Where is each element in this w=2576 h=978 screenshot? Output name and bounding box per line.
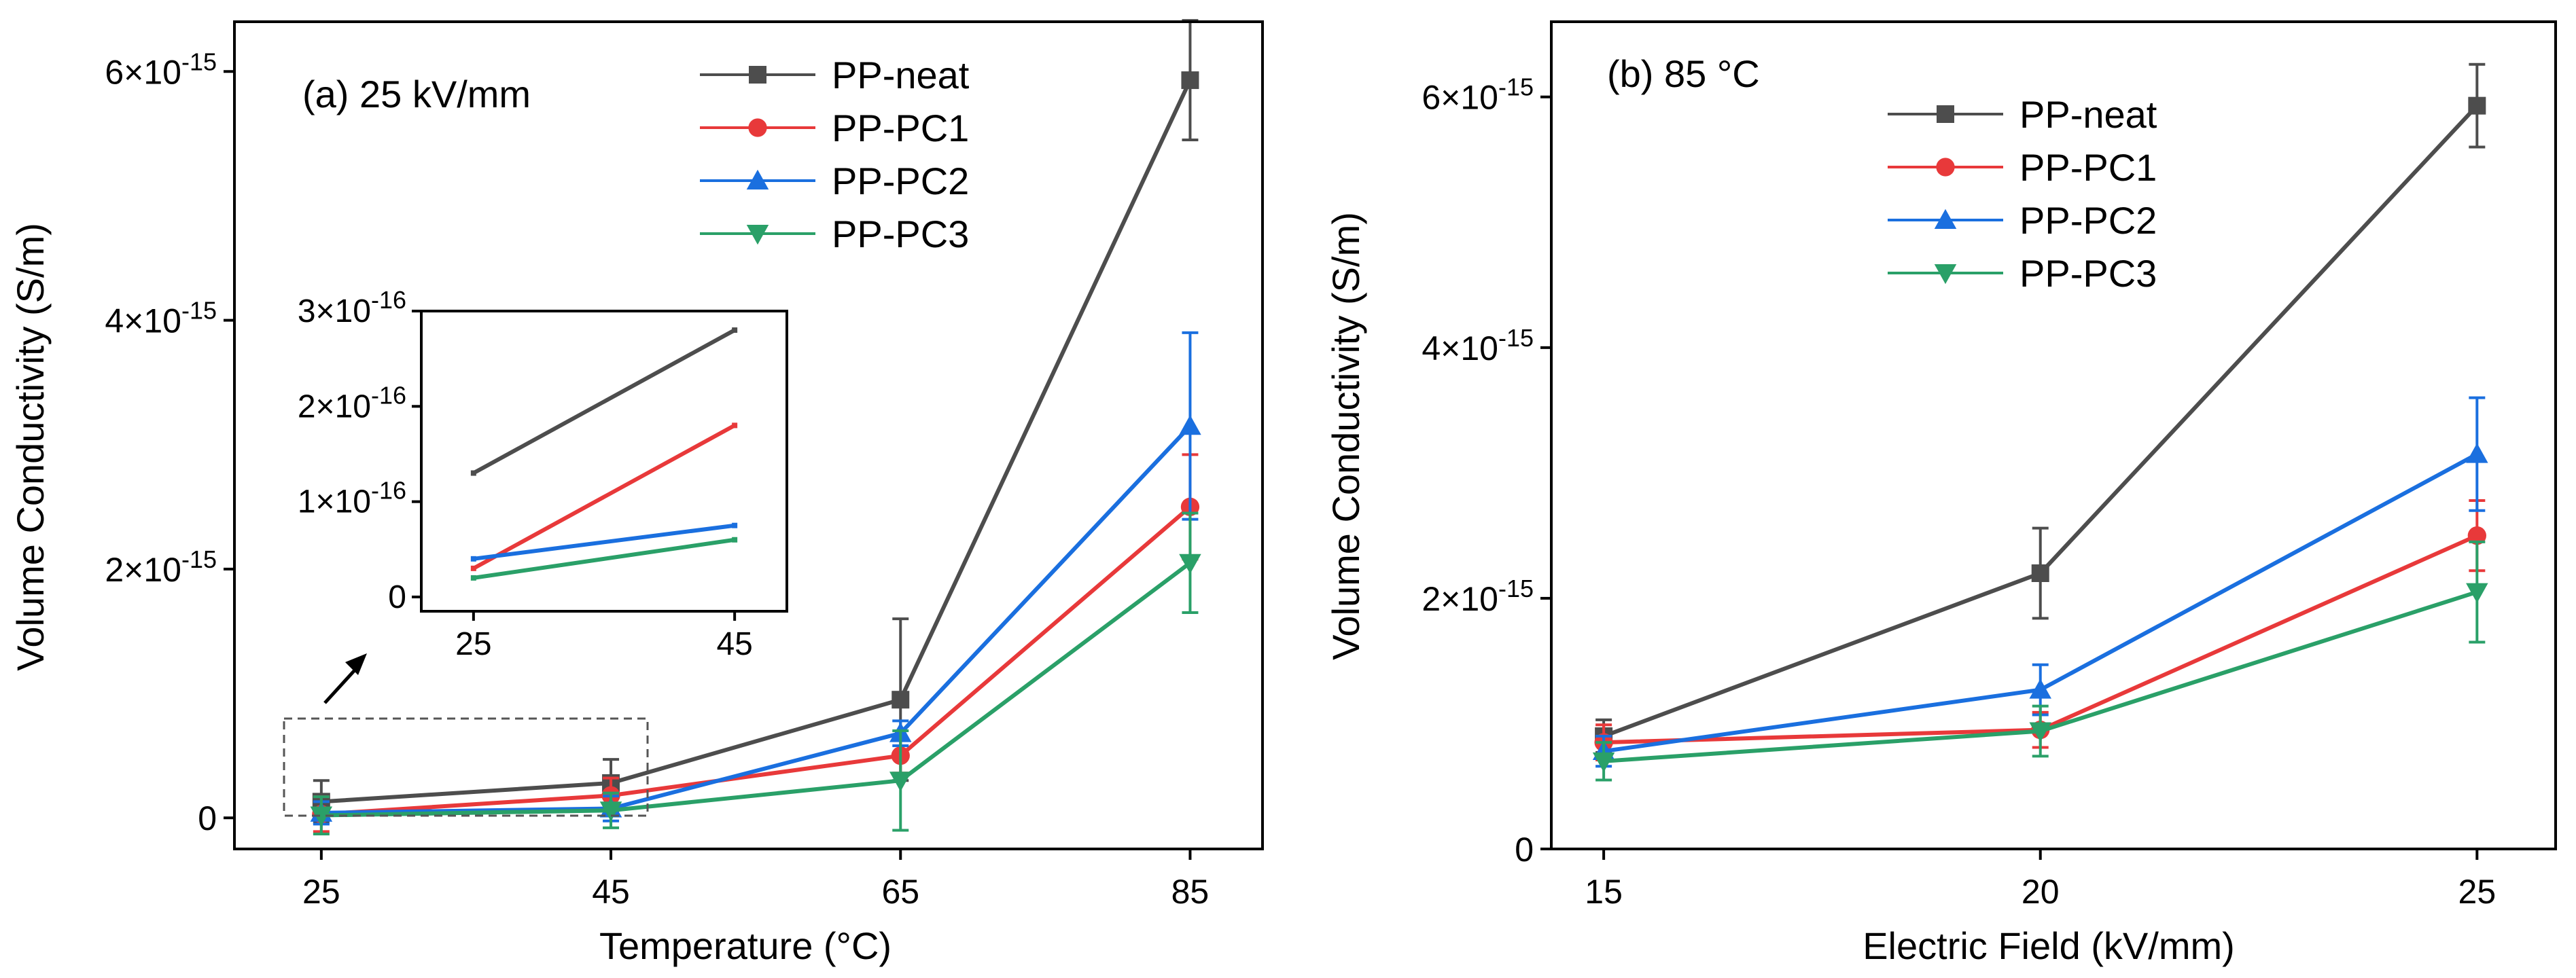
inset-chart: 25 45 0 1×10-16 2×10-16 3×10-16 (298, 286, 788, 662)
panel-a-series-line-PP-neat (321, 79, 1193, 804)
inset-marker-PP-PC2 (732, 522, 738, 528)
panel-b-legend-label-PP-PC1: PP-PC1 (2019, 146, 2157, 189)
panel-a-chart: 25 45 0 1×10-16 2×10-16 3×10-16 25 45 65 85 0 2×10… (9, 19, 1264, 967)
panel-b-marker-PP-PC3 (1592, 752, 1615, 773)
panel-a-marker-PP-PC3 (889, 772, 912, 792)
panel-a-legend: PP-neat PP-PC1 PP-PC2 PP-PC3 (700, 54, 970, 255)
inset-x-tick-label: 25 (455, 626, 491, 662)
panel-a-legend-label-PP-PC2: PP-PC2 (832, 160, 969, 202)
panel-b-marker-PP-PC2 (2029, 678, 2051, 699)
panel-a-x-tick-label: 65 (881, 873, 919, 911)
inset-callout (283, 653, 649, 817)
panel-b-legend-label-PP-PC3: PP-PC3 (2019, 252, 2157, 295)
inset-series-line-PP-PC2 (473, 523, 735, 561)
panel-a-series-line-PP-PC2 (321, 424, 1192, 815)
panel-a-marker-PP-PC3 (1179, 554, 1201, 574)
inset-axes-frame (420, 310, 788, 613)
panel-b-legend-marker-PP-PC1 (1936, 158, 1955, 177)
panel-a-y-axis-label: Volume Conductivity (S/m) (9, 223, 52, 671)
panel-b-x-tick-label: 20 (2022, 873, 2060, 911)
panel-b-legend-marker-PP-neat (1937, 105, 1954, 123)
inset-marker-PP-PC3 (732, 537, 738, 543)
panel-b-x-tick-label: 15 (1585, 873, 1623, 911)
panel-a-x-tick-label: 25 (302, 873, 340, 911)
inset-marker-PP-PC3 (470, 575, 476, 581)
inset-pointer-arrowhead-icon (345, 653, 367, 675)
panel-b-legend: PP-neat PP-PC1 PP-PC2 PP-PC3 (1888, 93, 2157, 295)
inset-marker-PP-PC2 (470, 556, 476, 562)
panel-a-legend-marker-PP-PC1 (748, 118, 767, 137)
inset-marker-PP-neat (732, 327, 738, 333)
panel-a-annotation: (a) 25 kV/mm (302, 73, 531, 115)
inset-y-tick-label: 2×10-16 (298, 381, 406, 424)
panel-b-marker-PP-PC1 (2467, 526, 2486, 545)
panel-b-axes-frame (1550, 20, 2557, 850)
panel-a-axes: 25 45 65 85 0 2×10-15 4×10-15 6×10-15 (105, 20, 1264, 911)
panel-b-y-axis-label: Volume Conductivity (S/m) (1324, 212, 1367, 660)
panel-b-series-layer (1592, 62, 2488, 782)
panel-b-marker-PP-neat (2031, 564, 2049, 582)
panel-b-legend-label-PP-neat: PP-neat (2019, 93, 2157, 136)
panel-a-y-tick-label: 6×10-15 (105, 48, 217, 91)
panel-a-series-line-PP-PC3 (321, 561, 1192, 818)
inset-y-tick-label: 0 (388, 579, 406, 615)
inset-region-dashed-box (283, 717, 649, 817)
panel-a-legend-marker-PP-PC2 (746, 169, 769, 189)
panel-a-y-tick-label: 0 (198, 799, 217, 837)
panel-b-y-tick-label: 0 (1515, 831, 1534, 869)
panel-a-axes-frame (233, 20, 1264, 850)
panel-b-y-tick-label: 6×10-15 (1422, 73, 1534, 117)
inset-marker-PP-PC1 (732, 422, 738, 429)
panel-a-series-line-PP-PC1 (321, 505, 1192, 816)
panel-b-y-tick-label: 2×10-15 (1422, 575, 1534, 618)
panel-b-chart: 15 20 25 0 2×10-15 4×10-15 6×10-15 PP-neat PP-P… (1324, 20, 2557, 967)
panel-b-marker-PP-neat (2468, 96, 2486, 115)
panel-a-marker-PP-neat (892, 691, 910, 709)
inset-marker-PP-PC1 (470, 565, 476, 571)
inset-series-line-PP-PC3 (473, 537, 735, 580)
panel-b-marker-PP-PC2 (2466, 443, 2488, 463)
panel-b-legend-label-PP-PC2: PP-PC2 (2019, 199, 2157, 242)
panel-b-legend-marker-PP-PC2 (1934, 209, 1957, 229)
panel-a-x-axis-label: Temperature (°C) (599, 924, 892, 967)
panel-a-y-tick-label: 4×10-15 (105, 297, 217, 340)
inset-series-line-PP-neat (472, 328, 736, 475)
panel-a-legend-label-PP-PC3: PP-PC3 (832, 213, 969, 255)
inset-y-tick-label: 3×10-16 (298, 286, 406, 329)
panel-b-x-axis-label: Electric Field (kV/mm) (1863, 924, 2235, 967)
panel-b-legend-marker-PP-PC3 (1934, 264, 1957, 285)
panel-a-x-tick-label: 85 (1171, 873, 1210, 911)
panel-b-annotation: (b) 85 °C (1607, 52, 1760, 95)
inset-series-line-PP-PC1 (472, 423, 736, 570)
panel-b-marker-PP-PC3 (2466, 583, 2488, 603)
panel-b-axes: 15 20 25 0 2×10-15 4×10-15 6×10-15 (1422, 20, 2557, 911)
panel-a-marker-PP-PC2 (1179, 415, 1201, 435)
panel-a-legend-label-PP-PC1: PP-PC1 (832, 107, 969, 149)
panel-a-marker-PP-neat (1181, 71, 1199, 90)
panel-b-y-tick-label: 4×10-15 (1422, 324, 1534, 367)
panel-a-x-tick-label: 45 (592, 873, 630, 911)
panel-a-marker-PP-PC3 (599, 801, 622, 822)
panel-a-legend-marker-PP-PC3 (746, 225, 769, 245)
panel-a-marker-PP-PC3 (310, 806, 333, 827)
inset-y-tick-label: 1×10-16 (298, 477, 406, 520)
panel-a-legend-marker-PP-neat (749, 66, 766, 84)
panel-a-series-layer (310, 19, 1201, 836)
panel-b-x-tick-label: 25 (2458, 873, 2496, 911)
panel-b-marker-PP-PC3 (2029, 722, 2051, 742)
inset-marker-PP-neat (470, 470, 476, 476)
panel-a-legend-label-PP-neat: PP-neat (832, 54, 970, 96)
panel-a-y-tick-label: 2×10-15 (105, 545, 217, 589)
inset-x-tick-label: 45 (716, 626, 752, 662)
